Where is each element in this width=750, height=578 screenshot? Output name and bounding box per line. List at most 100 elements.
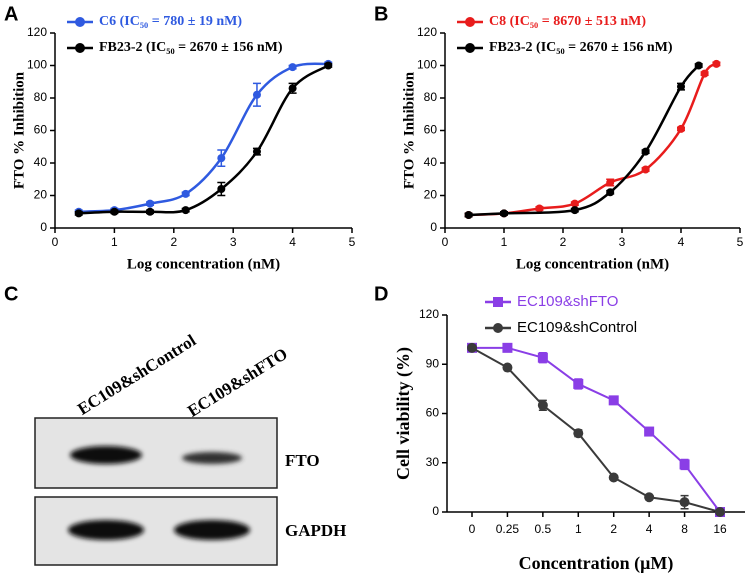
y-axis-title: FTO % Inhibition [401,71,417,189]
data-point [288,63,297,72]
x-axis-title: Log concentration (nM) [127,256,280,272]
band [174,520,250,540]
legend-marker [465,17,475,27]
legend-label: EC109&shControl [517,319,637,336]
data-point [608,472,619,483]
band [70,446,142,464]
data-point [644,492,655,503]
band [182,452,242,464]
data-point [606,178,615,187]
data-point [217,185,226,193]
x-axis-title: Concentration (μM) [519,553,674,574]
data-point [217,154,226,163]
data-point [570,199,579,208]
x-tick-label: 0 [52,235,59,249]
legend-marker [75,43,85,53]
x-tick-label: 4 [289,235,296,249]
legend-marker [493,297,503,307]
y-tick-label: 60 [426,406,440,420]
x-tick-label: 16 [713,522,727,536]
x-tick-label: 0 [469,522,476,536]
data-point [146,199,155,208]
data-point [500,209,508,218]
data-point [573,378,584,389]
band [68,520,144,540]
y-tick-label: 0 [432,504,439,518]
data-point [641,147,650,156]
y-tick-label: 120 [417,25,437,39]
series-line [471,346,721,513]
data-point [535,204,544,213]
x-tick-label: 3 [619,235,626,249]
y-axis-title: FTO % Inhibition [11,71,27,189]
data-point [288,84,297,93]
y-tick-label: 20 [424,188,438,202]
panel-label: C [4,283,18,305]
x-tick-label: 2 [560,235,567,249]
x-tick-label: 1 [575,522,582,536]
x-tick-label: 2 [170,235,177,249]
legend-label: EC109&shFTO [517,293,618,310]
y-tick-label: 0 [430,220,437,234]
legend-marker [493,323,503,333]
data-point [679,497,690,508]
y-tick-label: 0 [40,220,47,234]
x-tick-label: 4 [678,235,685,249]
legend-marker [75,17,85,27]
data-point [467,342,477,353]
y-tick-label: 80 [34,90,48,104]
data-point [464,211,473,219]
data-point [252,147,261,156]
series-line [472,346,721,513]
data-point [712,59,721,68]
data-point [181,189,190,198]
data-point [181,206,190,215]
lane-label: EC109&shControl [74,331,199,419]
legend-label: FB23-2 (IC₅₀ = 2670 ± 156 nM) [489,40,673,55]
data-point [608,395,619,406]
x-tick-label: 3 [230,235,237,249]
data-point [537,352,548,363]
y-tick-label: 100 [27,58,47,72]
y-tick-label: 40 [34,155,48,169]
y-tick-label: 100 [417,58,437,72]
legend-label: C8 (IC₅₀ = 8670 ± 513 nM) [489,14,646,29]
data-point [573,428,584,439]
band-label: GAPDH [285,521,346,540]
data-point [502,362,513,373]
x-tick-label: 2 [610,522,617,536]
x-tick-label: 4 [646,522,653,536]
data-point [644,426,655,437]
panel-label: D [374,283,388,305]
data-point [570,206,579,215]
data-point [110,207,119,216]
x-tick-label: 0 [442,235,449,249]
lane-label: EC109&shFTO [184,344,291,421]
y-tick-label: 60 [424,123,438,137]
y-tick-label: 90 [426,356,440,370]
x-tick-label: 0.25 [496,522,520,536]
data-point [74,209,83,218]
y-axis-title: Cell viability (%) [393,347,414,480]
legend-marker [465,43,475,53]
data-point [677,82,685,91]
y-tick-label: 30 [426,455,440,469]
panel-label: B [374,3,388,25]
data-point [641,165,650,174]
fit-curve [468,64,700,217]
band-label: FTO [285,451,320,470]
x-tick-label: 8 [681,522,688,536]
data-point [606,188,615,197]
data-point [679,459,690,470]
y-tick-label: 40 [424,155,438,169]
data-point [502,342,513,353]
y-tick-label: 80 [424,90,438,104]
x-tick-label: 1 [111,235,118,249]
data-point [324,61,333,70]
data-point [715,507,725,517]
x-tick-label: 5 [349,235,356,249]
data-point [700,69,709,78]
data-point [252,90,261,99]
y-tick-label: 120 [27,25,47,39]
